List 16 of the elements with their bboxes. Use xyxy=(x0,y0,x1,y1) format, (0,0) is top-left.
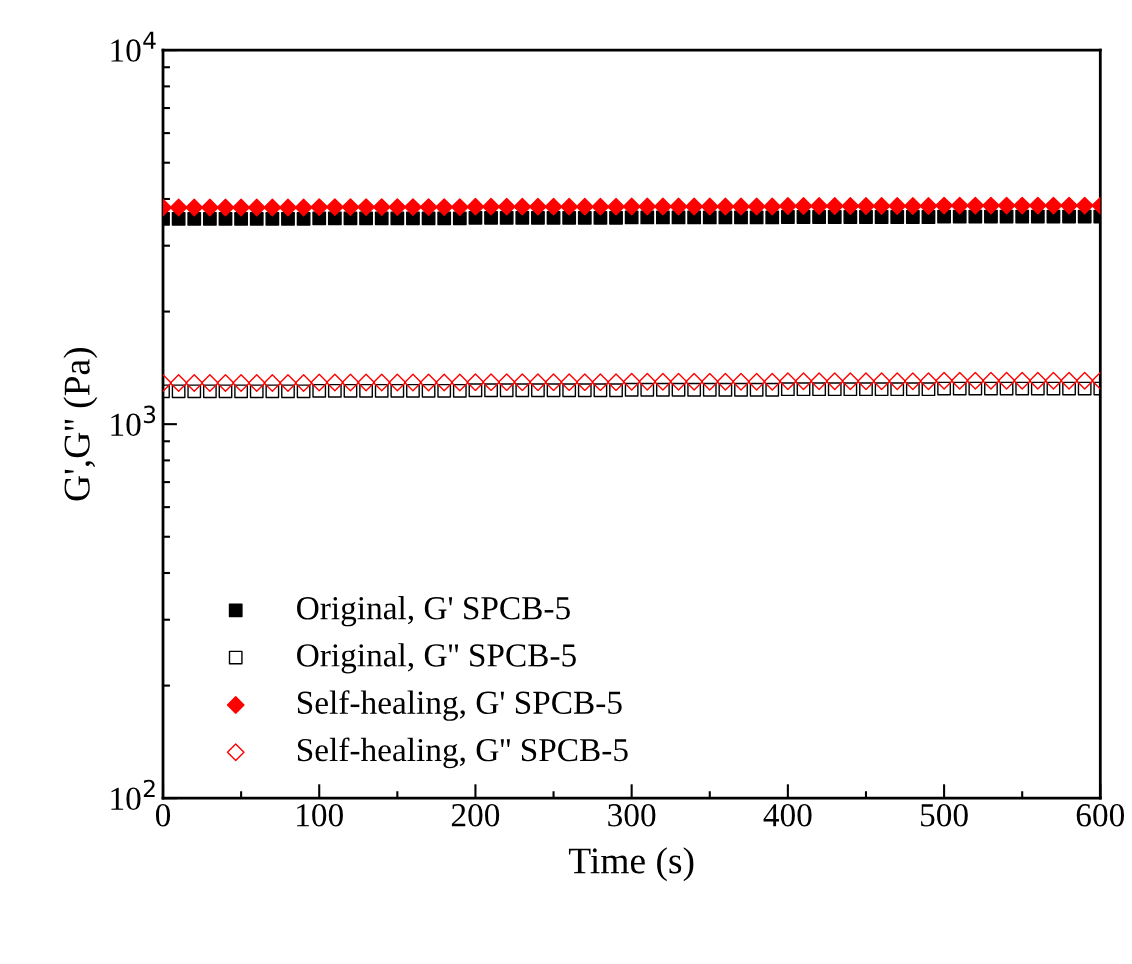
y-tick-label: 10$^{3}$ xyxy=(111,405,156,437)
x-tick-label: 0 xyxy=(155,804,171,827)
legend-label: Original, G' SPCB-5 xyxy=(297,596,570,627)
y-tick-label: 10$^{2}$ xyxy=(111,779,155,811)
x-tick-label: 600 xyxy=(1076,804,1125,827)
legend-label: Self-healing, G' SPCB-5 xyxy=(297,690,622,721)
x-axis-title: Time (s) xyxy=(568,847,694,882)
x-tick-label: 400 xyxy=(763,804,812,827)
x-tick-label: 100 xyxy=(297,804,343,827)
x-tick-label: 300 xyxy=(608,804,656,827)
x-tick-label: 500 xyxy=(921,804,968,827)
y-tick-label: 10$^{4}$ xyxy=(111,31,156,62)
legend-label: Original, G'' SPCB-5 xyxy=(297,643,576,674)
legend-label: Self-healing, G'' SPCB-5 xyxy=(297,737,628,769)
x-tick-label: 200 xyxy=(451,804,500,827)
y-axis-title: G',G'' (Pa) xyxy=(63,347,98,501)
